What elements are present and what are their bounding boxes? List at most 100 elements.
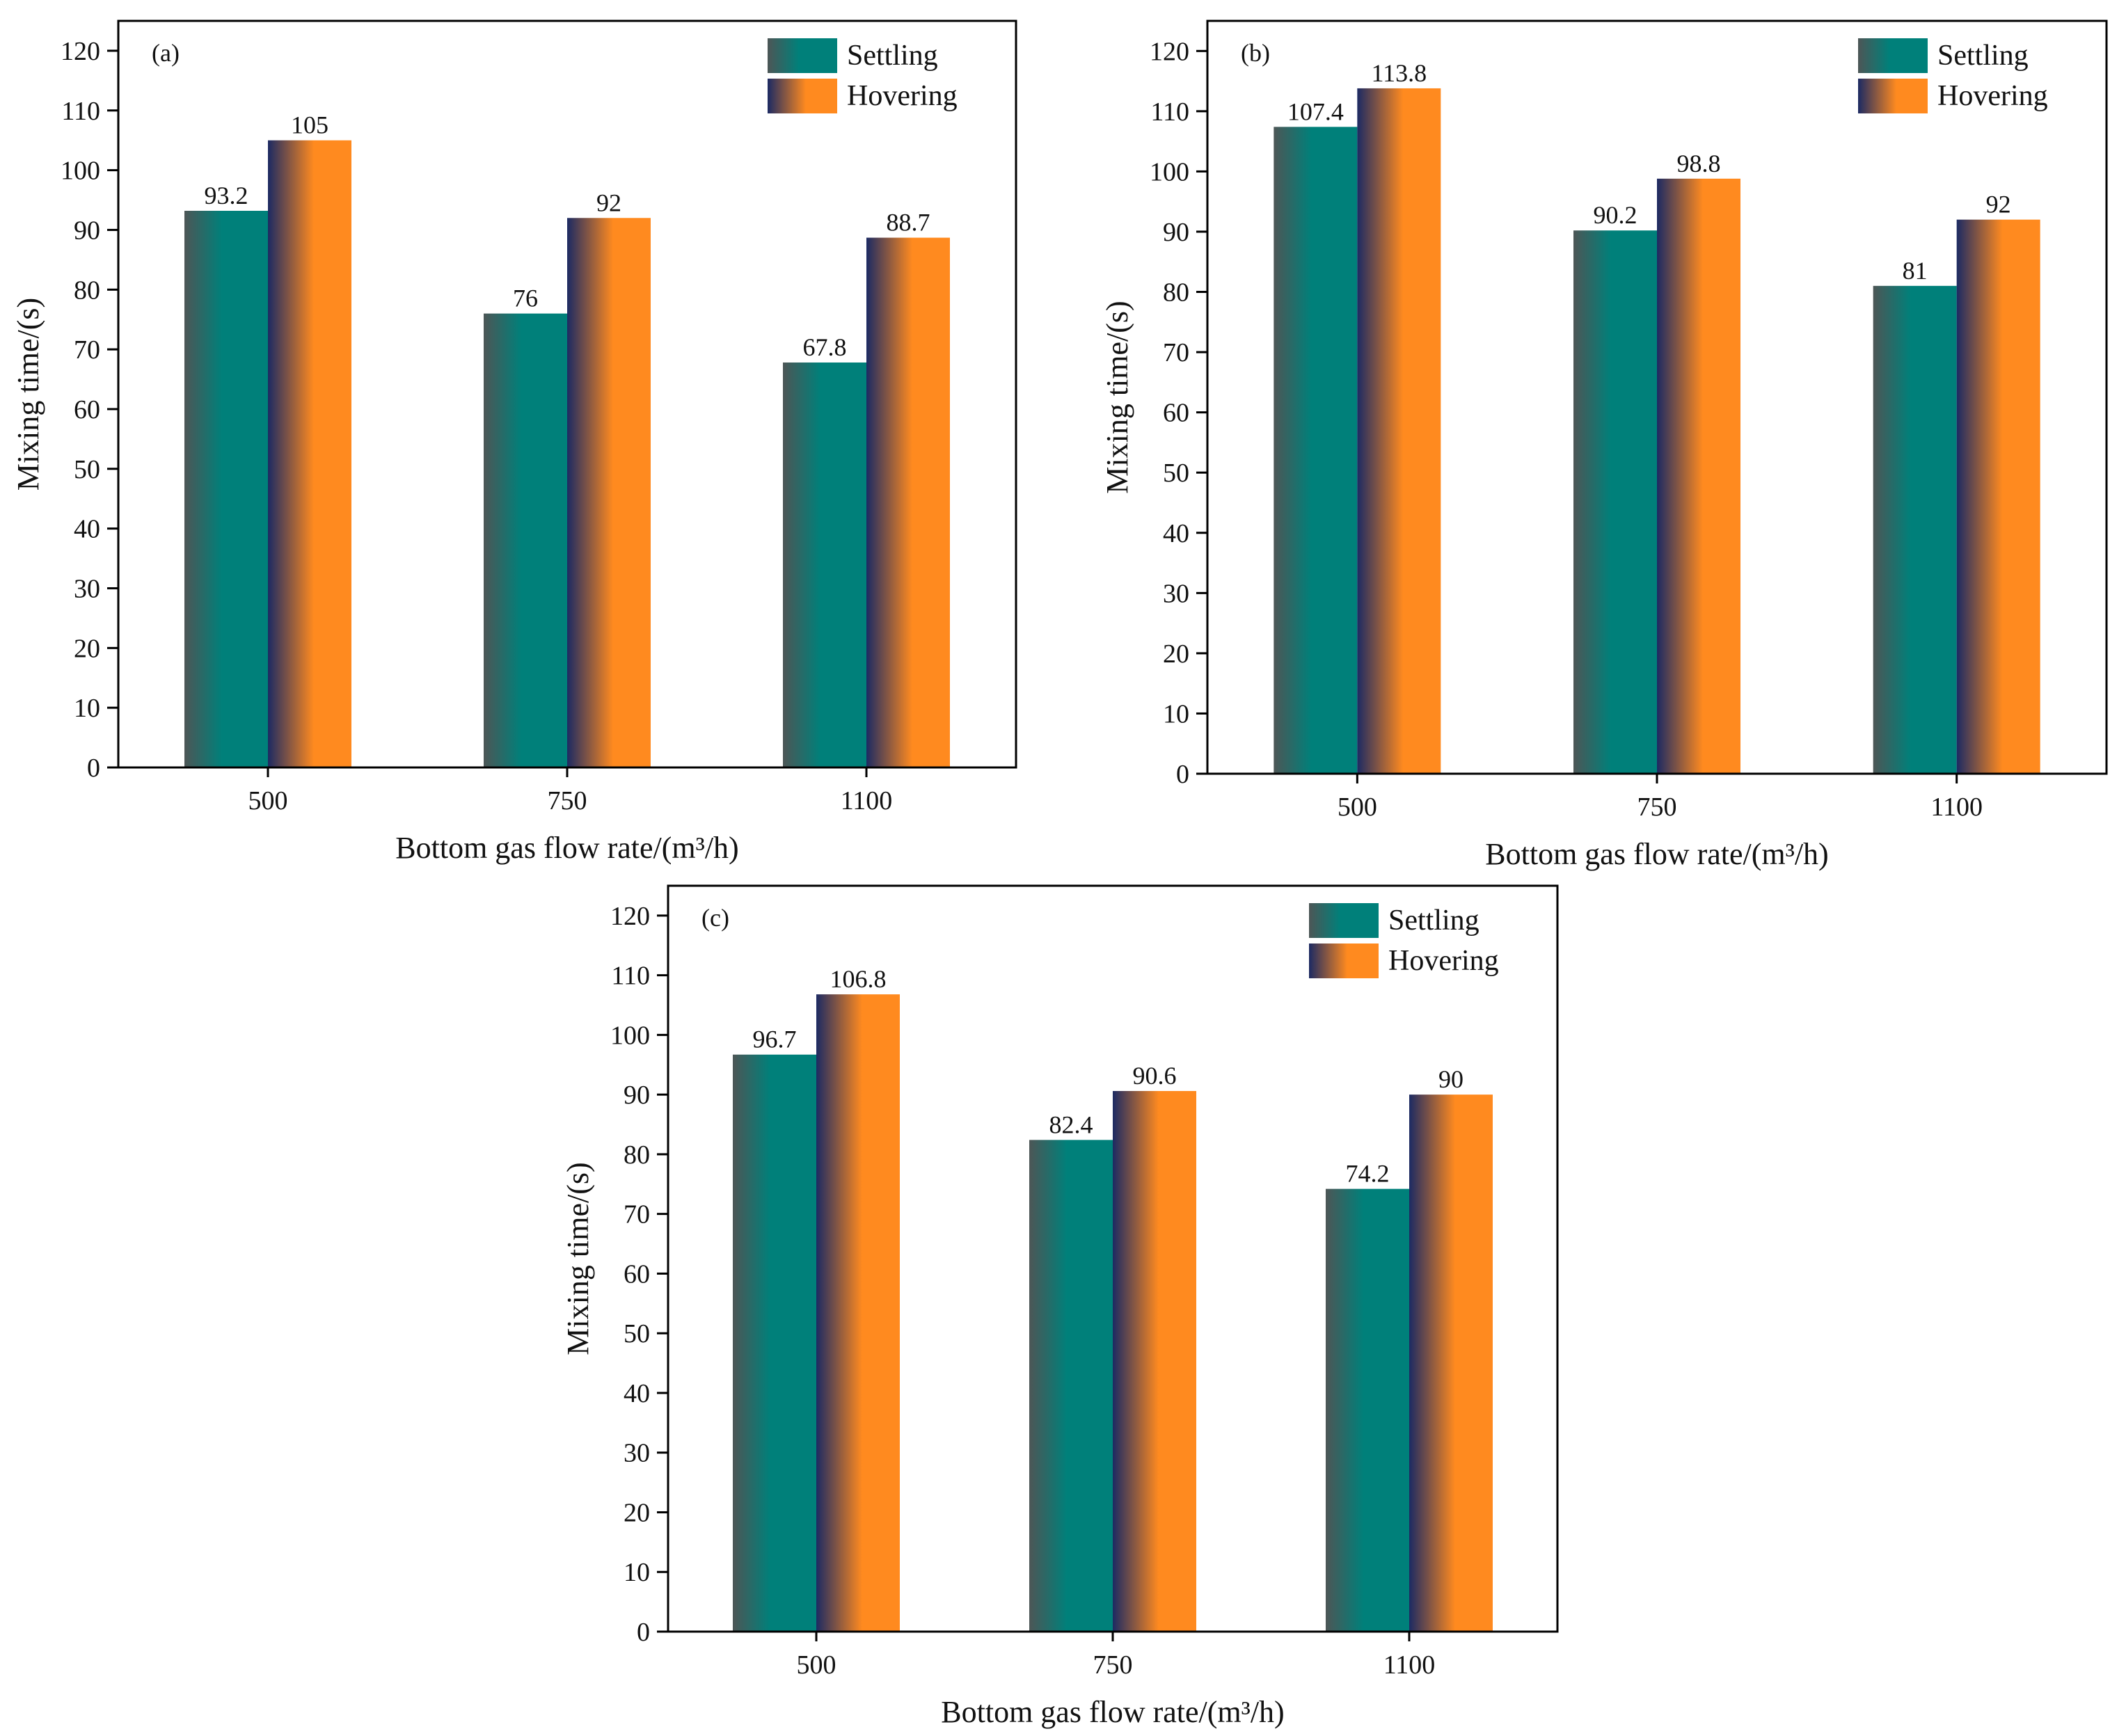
plot-frame	[667, 884, 1559, 1633]
y-tick-label: 30	[1163, 579, 1189, 608]
panel-label: (a)	[152, 39, 180, 67]
plot-frame	[1206, 19, 2108, 775]
y-tick-label: 30	[74, 574, 100, 603]
data-label-settling-500: 107.4	[1287, 97, 1344, 125]
bar-hovering-1100	[1409, 1094, 1493, 1632]
y-tick-label: 40	[74, 515, 100, 544]
plot-frame	[117, 19, 1017, 769]
bar-settling-1100	[1326, 1188, 1409, 1632]
y-tick-label: 120	[610, 902, 650, 931]
legend-label-settling: Settling	[1937, 40, 2029, 72]
legend-swatch-settling	[1858, 38, 1928, 73]
data-label-hovering-1100: 90	[1438, 1065, 1463, 1093]
bar-hovering-500	[268, 140, 351, 767]
bar-hovering-500	[816, 994, 900, 1632]
y-tick-label: 10	[624, 1558, 650, 1587]
bar-settling-1100	[1873, 285, 1957, 774]
y-tick-label: 100	[610, 1021, 650, 1050]
data-label-hovering-750: 90.6	[1133, 1062, 1177, 1090]
legend-label-hovering: Hovering	[1388, 945, 1499, 977]
x-tick-label: 750	[1637, 793, 1677, 822]
y-tick-label: 60	[624, 1259, 650, 1289]
y-tick-label: 70	[74, 335, 100, 365]
y-tick-label: 30	[624, 1439, 650, 1468]
y-tick-label: 90	[624, 1081, 650, 1110]
x-tick-label: 1100	[1383, 1650, 1436, 1680]
data-label-hovering-500: 106.8	[830, 965, 887, 993]
y-tick-label: 60	[74, 395, 100, 424]
y-tick-label: 0	[87, 754, 100, 783]
y-tick-label: 0	[1176, 760, 1189, 789]
y-tick-label: 80	[74, 276, 100, 305]
legend-label-hovering: Hovering	[847, 80, 958, 112]
x-axis-title: Bottom gas flow rate/(m³/h)	[395, 831, 738, 865]
y-axis-title: Mixing time/(s)	[1100, 301, 1134, 493]
y-tick-label: 120	[1150, 37, 1189, 66]
y-axis-title: Mixing time/(s)	[561, 1162, 595, 1355]
y-tick-label: 100	[1150, 157, 1189, 186]
y-tick-label: 10	[1163, 699, 1189, 728]
y-tick-label: 60	[1163, 399, 1189, 428]
data-label-hovering-500: 113.8	[1371, 59, 1427, 87]
x-tick-label: 750	[1093, 1650, 1133, 1680]
y-tick-label: 40	[1163, 519, 1189, 548]
data-label-hovering-1100: 92	[1986, 191, 2011, 218]
x-tick-label: 500	[248, 786, 288, 815]
bar-settling-500	[184, 210, 268, 767]
y-tick-label: 0	[637, 1618, 650, 1647]
y-tick-label: 20	[1163, 639, 1189, 669]
data-label-settling-1100: 67.8	[803, 333, 847, 361]
y-tick-label: 80	[624, 1140, 650, 1170]
x-tick-label: 1100	[1930, 793, 1983, 822]
chart-panel-b: 107.4 90.2 81 113.8 98.8 92 0 10 20 30 40 50 60 70 80 9…	[1100, 19, 2108, 871]
y-tick-label: 50	[74, 455, 100, 484]
legend-label-settling: Settling	[847, 40, 938, 72]
chart-panel-c: 96.7 82.4 74.2 106.8 90.6 90 0 10 20 30 40 50 60 70 80…	[561, 884, 1559, 1729]
bar-hovering-750	[567, 218, 651, 768]
y-tick-label: 40	[624, 1379, 650, 1408]
legend-swatch-settling	[1309, 903, 1379, 938]
y-tick-label: 90	[74, 216, 100, 245]
data-label-settling-750: 76	[513, 285, 538, 312]
y-tick-label: 110	[61, 97, 100, 126]
bar-hovering-1100	[866, 237, 950, 767]
data-label-hovering-1100: 88.7	[887, 209, 930, 237]
y-axis-title: Mixing time/(s)	[11, 298, 45, 491]
legend-label-settling: Settling	[1388, 905, 1480, 937]
legend-swatch-hovering	[768, 79, 837, 113]
y-tick-label: 110	[611, 962, 650, 991]
data-label-hovering-500: 105	[291, 111, 328, 139]
bar-hovering-750	[1657, 178, 1740, 774]
data-label-settling-750: 82.4	[1049, 1110, 1093, 1138]
y-tick-label: 20	[74, 634, 100, 663]
y-tick-label: 20	[624, 1498, 650, 1527]
x-tick-label: 500	[797, 1650, 836, 1680]
data-label-settling-1100: 81	[1903, 257, 1928, 285]
y-tick-label: 70	[624, 1200, 650, 1229]
data-label-settling-1100: 74.2	[1346, 1160, 1390, 1188]
y-tick-label: 90	[1163, 218, 1189, 247]
bar-settling-1100	[783, 363, 866, 767]
y-tick-label: 50	[624, 1319, 650, 1348]
bar-settling-500	[1274, 127, 1358, 774]
legend-swatch-settling	[768, 38, 837, 73]
y-tick-label: 10	[74, 694, 100, 723]
data-label-settling-500: 96.7	[753, 1026, 797, 1053]
data-label-hovering-750: 98.8	[1677, 150, 1721, 177]
chart-panel-a: 93.2 76 67.8 105 92 88.7 0 10 20 30 40 50 60 70 80 90 10…	[11, 19, 1017, 865]
x-axis-title: Bottom gas flow rate/(m³/h)	[941, 1695, 1284, 1729]
bar-settling-750	[484, 313, 567, 768]
data-label-settling-750: 90.2	[1594, 201, 1637, 229]
y-tick-label: 120	[61, 37, 100, 66]
legend-swatch-hovering	[1309, 943, 1379, 978]
bar-settling-750	[1573, 230, 1657, 774]
data-label-settling-500: 93.2	[205, 182, 248, 209]
bar-hovering-1100	[1956, 219, 2040, 774]
bar-settling-750	[1029, 1140, 1113, 1632]
x-tick-label: 1100	[841, 786, 893, 815]
bar-hovering-750	[1113, 1091, 1196, 1632]
x-tick-label: 500	[1338, 793, 1377, 822]
bar-settling-500	[733, 1054, 816, 1632]
panel-label: (b)	[1241, 39, 1270, 67]
